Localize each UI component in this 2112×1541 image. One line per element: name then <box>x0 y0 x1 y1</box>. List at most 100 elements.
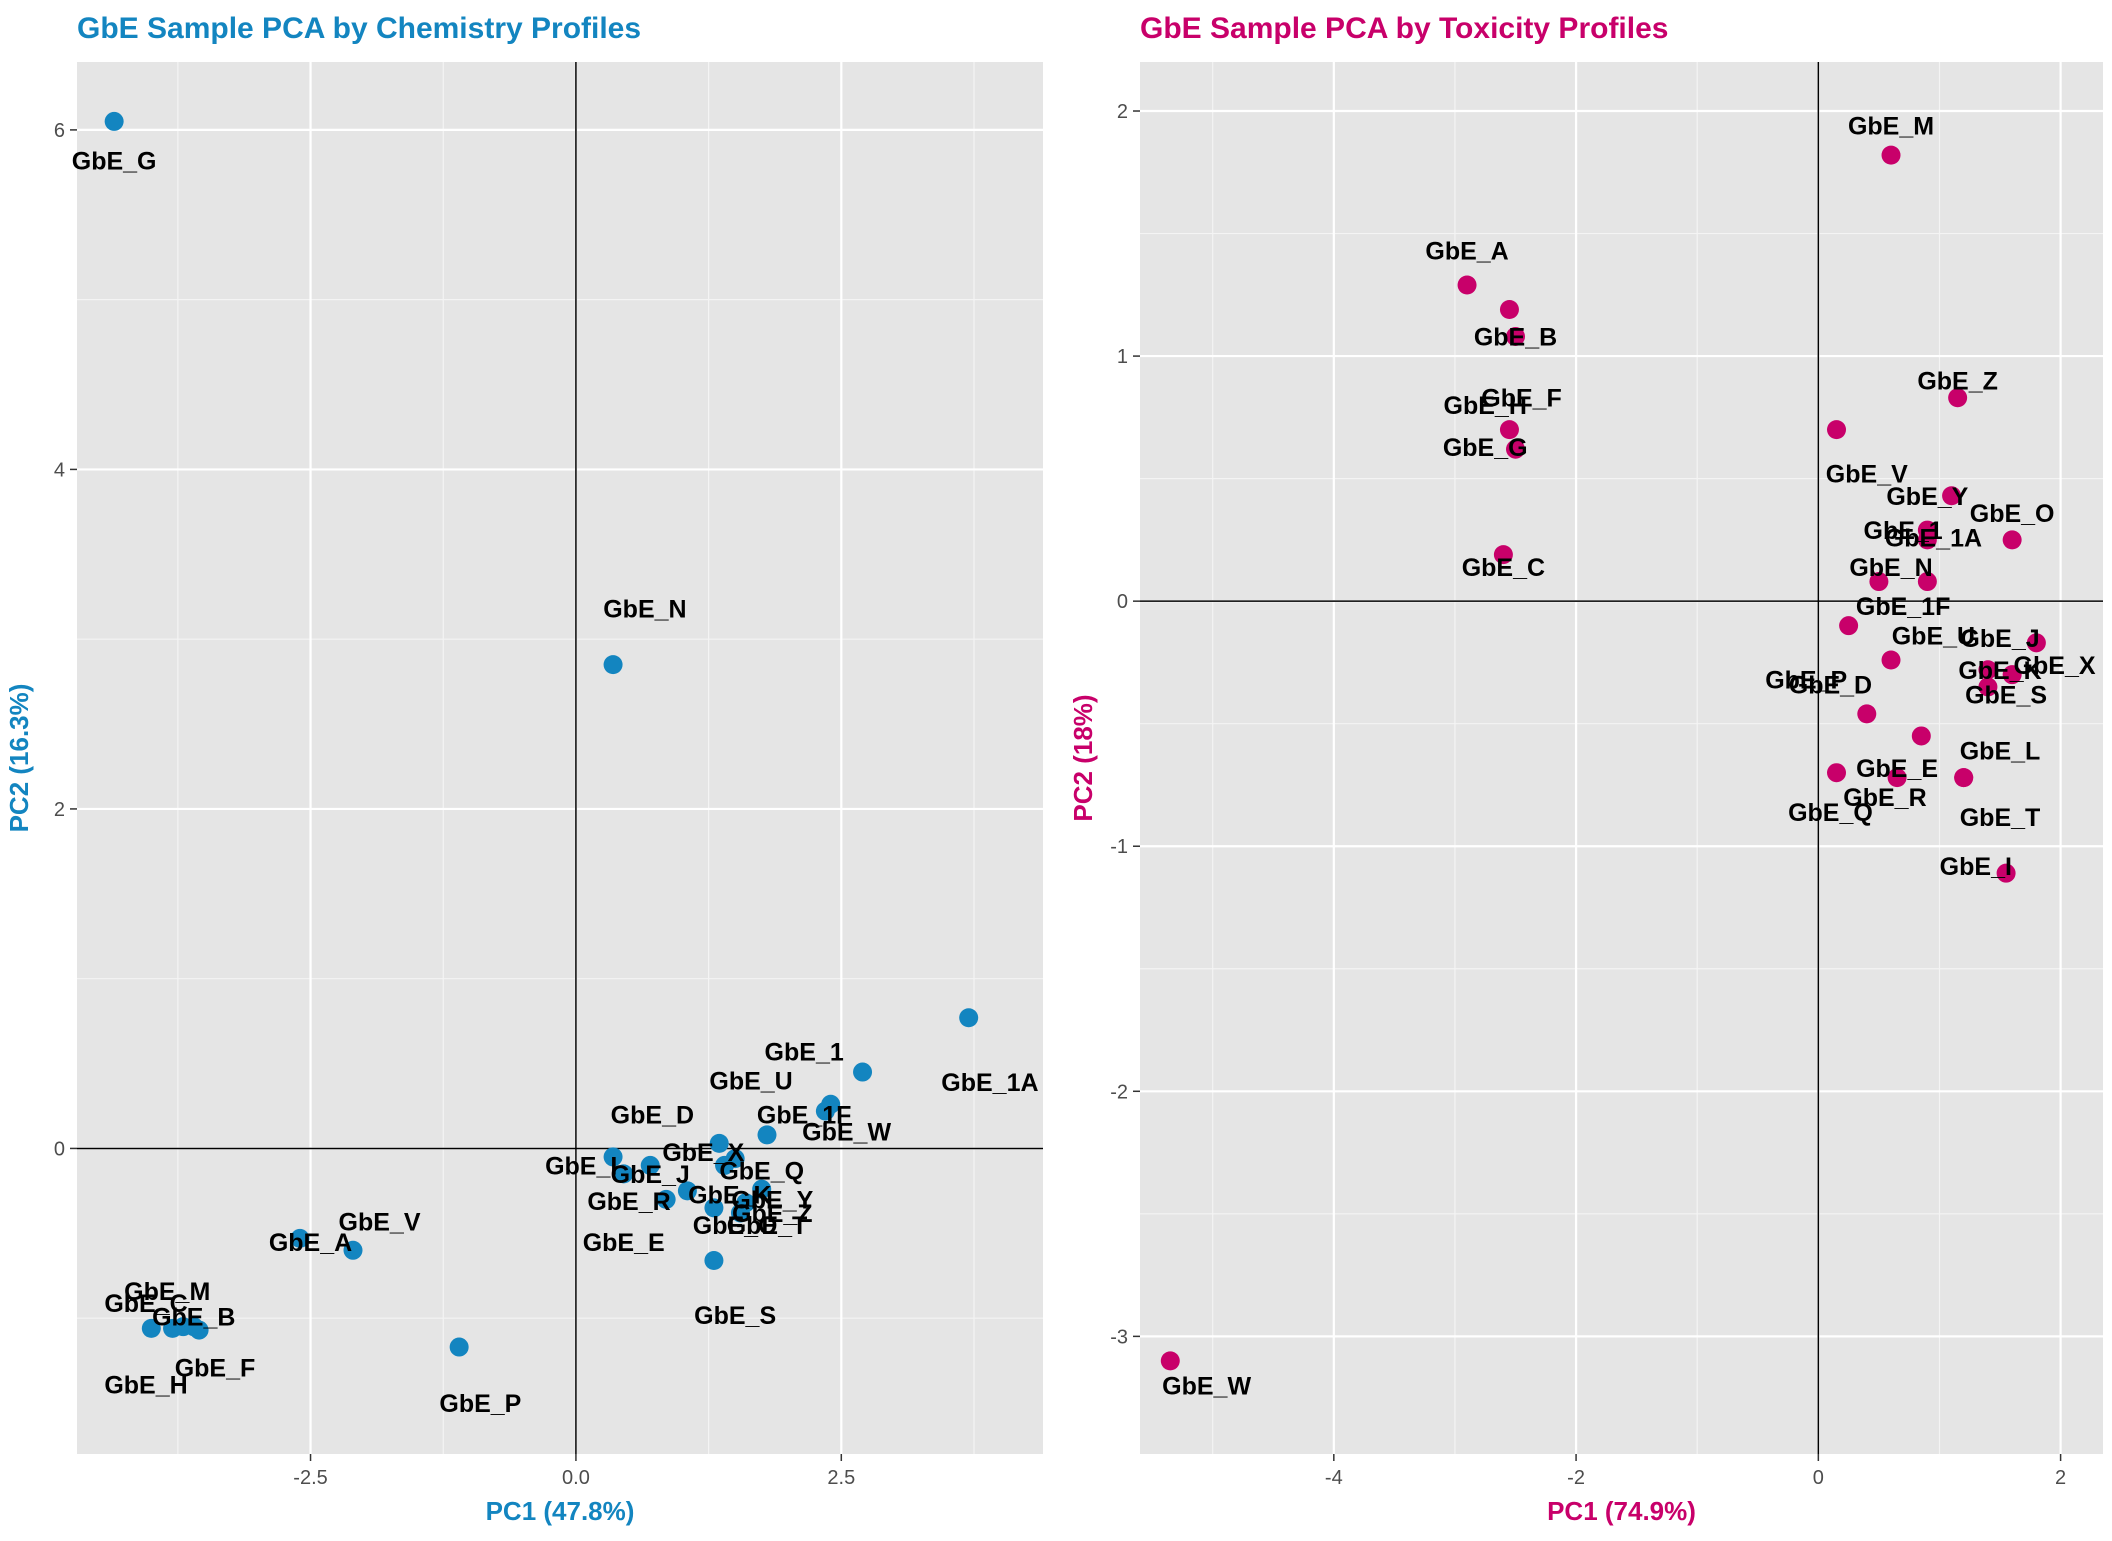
point-label: GbE_U <box>1892 622 1975 650</box>
chart-title: GbE Sample PCA by Toxicity Profiles <box>1140 12 1668 45</box>
data-point-gbe-i <box>1996 863 2016 883</box>
point-label: GbE_M <box>124 1278 210 1306</box>
data-point-gbe-t <box>730 1203 750 1223</box>
data-point-gbe-y <box>752 1179 772 1199</box>
point-label: GbE_W <box>1162 1372 1251 1400</box>
y-tick-label: -1 <box>1110 836 1128 858</box>
point-label: GbE_C <box>104 1290 187 1318</box>
point-label: GbE_K <box>1958 657 2041 685</box>
chart-title: GbE Sample PCA by Chemistry Profiles <box>77 12 641 45</box>
point-label: GbE_X <box>2014 652 2096 680</box>
plot-background <box>77 62 1043 1454</box>
data-point-gbe-1f <box>815 1101 835 1121</box>
point-label: GbE_C <box>1462 554 1545 582</box>
point-label: GbE_1A <box>941 1069 1038 1097</box>
data-point-gbe-w <box>1160 1351 1180 1371</box>
point-label: GbE_1F <box>757 1101 851 1129</box>
y-tick-label: -3 <box>1110 1326 1128 1348</box>
point-label: GbE_S <box>1965 681 2047 709</box>
data-point-gbe-i <box>603 1147 623 1167</box>
point-label: GbE_Q <box>1788 799 1873 827</box>
data-point-gbe-o <box>2002 530 2022 550</box>
data-point-gbe-j <box>2026 633 2046 653</box>
point-label: GbE_P <box>1765 667 1847 695</box>
data-point-gbe-a <box>290 1228 310 1248</box>
point-label: GbE_Y <box>1886 483 1968 511</box>
data-point-gbe-c <box>1493 545 1513 565</box>
data-point-gbe-f <box>1499 420 1519 440</box>
point-label: GbE_A <box>1425 238 1508 266</box>
point-label: GbE_B <box>152 1303 235 1331</box>
data-point-gbe-p <box>1917 572 1937 592</box>
point-label: GbE_P <box>439 1390 521 1418</box>
point-label: GbE_G <box>1443 434 1528 462</box>
point-label: GbE_Y <box>731 1186 813 1214</box>
data-point-gbe-1 <box>853 1062 873 1082</box>
data-point-gbe-y <box>1942 486 1962 506</box>
data-point-gbe-x <box>2002 665 2022 685</box>
data-point-gbe-v <box>343 1240 363 1260</box>
point-label: GbE_R <box>1843 784 1926 812</box>
y-tick-label: -2 <box>1110 1081 1128 1103</box>
data-point-gbe-n <box>603 655 623 675</box>
x-tick-label: 0.0 <box>562 1467 590 1489</box>
data-point-gbe-a <box>1457 275 1477 295</box>
data-point-gbe-w <box>757 1125 777 1145</box>
y-tick-label: 0 <box>1117 591 1128 613</box>
point-label: GbE_I <box>545 1152 617 1180</box>
point-label: GbE_J <box>1960 625 2039 653</box>
chart-panel-2: -4 -2 0 2 -3 -2 -1 0 1 2 GbE Sample PCA by Toxicit… <box>1068 12 2103 1526</box>
point-label: GbE_E <box>1856 755 1938 783</box>
point-label: GbE_T <box>1960 804 2041 832</box>
x-tick-label: -2.5 <box>293 1467 327 1489</box>
point-label: GbE_M <box>1848 113 1934 141</box>
data-point-gbe-s <box>1978 677 1998 697</box>
data-point-gbe-1a <box>1917 530 1937 550</box>
data-point-gbe-1a <box>959 1008 979 1028</box>
point-label: GbE_1F <box>1856 593 1950 621</box>
point-label: GbE_J <box>611 1161 690 1189</box>
point-label: GbE_K <box>688 1181 771 1209</box>
point-label: GbE_1A <box>1885 524 1982 552</box>
data-points <box>104 111 979 1357</box>
x-axis-title: PC1 (47.8%) <box>486 1496 635 1526</box>
point-label: GbE_H <box>104 1371 187 1399</box>
point-label: GbE_G <box>72 147 157 175</box>
data-point-gbe-g <box>1506 439 1526 459</box>
data-point-gbe-h <box>1506 326 1526 346</box>
point-label: GbE_H <box>1444 392 1527 420</box>
point-label: GbE_Q <box>719 1158 804 1186</box>
point-label: GbE_V <box>339 1208 421 1236</box>
y-tick-label: 0 <box>54 1138 65 1160</box>
point-label: GbE_Z <box>1917 368 1998 396</box>
point-label: GbE_F <box>175 1354 256 1382</box>
data-point-gbe-p <box>449 1337 469 1357</box>
point-label: GbE_T <box>727 1212 808 1240</box>
x-tick-label: -4 <box>1325 1467 1343 1489</box>
x-tick-label: 2 <box>2055 1467 2066 1489</box>
point-label: GbE_A <box>269 1229 352 1257</box>
data-point-gbe-z <box>1948 388 1968 408</box>
point-label: GbE_X <box>662 1139 744 1167</box>
plot-background <box>1140 62 2103 1454</box>
data-point-gbe-v <box>1827 420 1847 440</box>
point-label: GbE_U <box>709 1068 792 1096</box>
point-label: GbE_R <box>587 1188 670 1216</box>
data-point-gbe-q <box>715 1155 735 1175</box>
data-point-gbe-e <box>1887 768 1907 788</box>
data-point-gbe-s <box>704 1250 724 1270</box>
data-point-gbe-t <box>1954 768 1974 788</box>
point-label: GbE_1 <box>765 1039 844 1067</box>
point-label: GbE_N <box>603 596 686 624</box>
point-label: GbE_L <box>1960 738 2041 766</box>
y-tick-label: 6 <box>54 120 65 142</box>
data-point-gbe-h <box>163 1318 183 1338</box>
data-point-gbe-r <box>656 1189 676 1209</box>
point-label: GbE_1 <box>1864 517 1943 545</box>
data-point-gbe-k <box>677 1181 697 1201</box>
point-label: GbE_D <box>1789 671 1872 699</box>
y-tick-label: 2 <box>1117 101 1128 123</box>
data-point-gbe-k <box>1978 660 1998 680</box>
point-label: GbE_N <box>1849 554 1932 582</box>
